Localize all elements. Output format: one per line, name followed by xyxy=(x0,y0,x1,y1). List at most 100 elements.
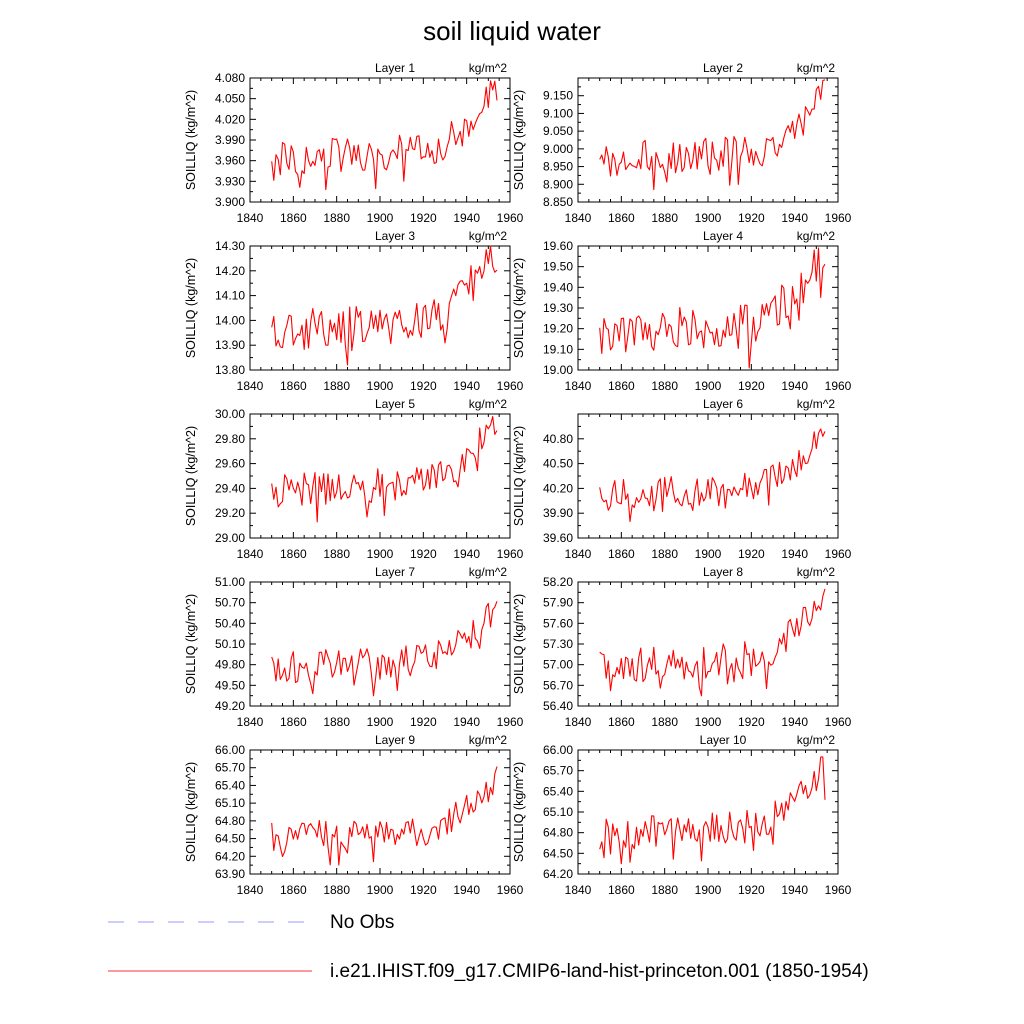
panel-layer-2: 1840 1860 1880 1900 1920 1940 1960 8.850 8.900 8.… xyxy=(512,61,852,225)
plot-frame xyxy=(249,749,511,875)
y-tick-label: 3.990 xyxy=(215,133,245,147)
y-tick-label: 65.70 xyxy=(543,764,573,778)
x-tick-label: 1900 xyxy=(695,211,722,225)
plot-frame xyxy=(249,413,511,539)
x-tick-label: 1880 xyxy=(651,379,678,393)
x-tick-label: 1880 xyxy=(323,211,350,225)
panel-title: Layer 1 xyxy=(375,61,415,75)
x-tick-label: 1840 xyxy=(237,547,264,561)
x-tick-label: 1880 xyxy=(651,211,678,225)
y-tick-label: 65.70 xyxy=(215,761,245,775)
y-tick-label: 57.60 xyxy=(543,616,573,630)
panel-title: Layer 6 xyxy=(703,397,743,411)
y-axis-label: SOILLIQ (kg/m^2) xyxy=(184,594,198,694)
x-tick-label: 1860 xyxy=(280,211,307,225)
legend-label-no-obs: No Obs xyxy=(330,912,394,933)
plot-frame xyxy=(577,581,839,707)
x-tick-label: 1920 xyxy=(738,211,765,225)
y-tick-label: 64.80 xyxy=(215,814,245,828)
y-tick-label: 39.90 xyxy=(543,506,573,520)
panel-units: kg/m^2 xyxy=(469,229,508,243)
y-tick-label: 8.900 xyxy=(543,177,573,191)
panels-grid: 1840 1860 1880 1900 1920 1940 1960 3.900 3.930 3.… xyxy=(184,61,852,897)
x-tick-label: 1960 xyxy=(497,715,524,729)
x-tick-label: 1860 xyxy=(280,715,307,729)
y-axis-label: SOILLIQ (kg/m^2) xyxy=(184,426,198,526)
y-tick-label: 29.60 xyxy=(215,457,245,471)
y-tick-label: 39.60 xyxy=(543,531,573,545)
y-tick-label: 50.70 xyxy=(215,596,245,610)
x-tick-label: 1900 xyxy=(367,379,394,393)
legend-label-run: i.e21.IHIST.f09_g17.CMIP6-land-hist-prin… xyxy=(330,961,869,982)
x-tick-label: 1860 xyxy=(608,883,635,897)
x-tick-label: 1860 xyxy=(280,883,307,897)
x-tick-label: 1900 xyxy=(367,715,394,729)
y-tick-label: 3.960 xyxy=(215,154,245,168)
panel-title: Layer 10 xyxy=(700,733,747,747)
x-tick-label: 1840 xyxy=(565,547,592,561)
y-tick-label: 8.850 xyxy=(543,195,573,209)
x-tick-label: 1880 xyxy=(651,547,678,561)
x-tick-label: 1840 xyxy=(565,715,592,729)
x-tick-label: 1880 xyxy=(651,715,678,729)
y-tick-label: 19.40 xyxy=(543,280,573,294)
x-tick-label: 1960 xyxy=(497,547,524,561)
x-tick-label: 1900 xyxy=(367,547,394,561)
y-tick-label: 57.90 xyxy=(543,596,573,610)
y-tick-label: 30.00 xyxy=(215,407,245,421)
x-tick-label: 1860 xyxy=(280,379,307,393)
x-tick-label: 1840 xyxy=(237,211,264,225)
panel-layer-7: 1840 1860 1880 1900 1920 1940 1960 49.20 49.50 49… xyxy=(184,565,524,729)
y-tick-label: 29.40 xyxy=(215,481,245,495)
panel-layer-10: 1840 1860 1880 1900 1920 1940 1960 64.20 64.50 64… xyxy=(512,733,852,897)
y-tick-label: 64.50 xyxy=(543,846,573,860)
panel-units: kg/m^2 xyxy=(469,565,508,579)
y-tick-label: 50.40 xyxy=(215,616,245,630)
y-axis-label: SOILLIQ (kg/m^2) xyxy=(512,258,526,358)
panel-units: kg/m^2 xyxy=(797,61,836,75)
y-tick-label: 9.100 xyxy=(543,106,573,120)
y-tick-label: 29.20 xyxy=(215,506,245,520)
y-tick-label: 64.20 xyxy=(215,849,245,863)
y-tick-label: 4.080 xyxy=(215,71,245,85)
legend: No Obs i.e21.IHIST.f09_g17.CMIP6-land-hi… xyxy=(108,912,869,982)
x-tick-label: 1880 xyxy=(323,547,350,561)
series-line xyxy=(271,415,498,523)
x-tick-label: 1900 xyxy=(695,547,722,561)
x-tick-label: 1960 xyxy=(825,883,852,897)
panel-layer-5: 1840 1860 1880 1900 1920 1940 1960 29.00 29.20 29… xyxy=(184,397,524,561)
series-line xyxy=(271,245,498,366)
x-tick-label: 1940 xyxy=(781,211,808,225)
y-tick-label: 19.10 xyxy=(543,342,573,356)
y-tick-label: 40.20 xyxy=(543,481,573,495)
y-tick-label: 3.930 xyxy=(215,174,245,188)
x-tick-label: 1960 xyxy=(497,211,524,225)
x-tick-label: 1920 xyxy=(738,883,765,897)
plot-frame xyxy=(249,245,511,371)
panel-units: kg/m^2 xyxy=(797,229,836,243)
y-axis-label: SOILLIQ (kg/m^2) xyxy=(512,762,526,862)
x-tick-label: 1920 xyxy=(738,547,765,561)
y-tick-label: 63.90 xyxy=(215,867,245,881)
x-tick-label: 1840 xyxy=(237,715,264,729)
panel-layer-8: 1840 1860 1880 1900 1920 1940 1960 56.40 56.70 57… xyxy=(512,565,852,729)
series-line xyxy=(271,80,498,191)
y-tick-label: 29.80 xyxy=(215,432,245,446)
x-tick-label: 1960 xyxy=(825,715,852,729)
panel-units: kg/m^2 xyxy=(797,397,836,411)
y-tick-label: 65.10 xyxy=(543,805,573,819)
y-tick-label: 49.20 xyxy=(215,699,245,713)
plot-frame xyxy=(577,77,839,203)
x-tick-label: 1940 xyxy=(781,715,808,729)
series-line xyxy=(599,79,826,191)
x-tick-label: 1920 xyxy=(410,379,437,393)
series-line xyxy=(599,756,826,865)
y-tick-label: 9.000 xyxy=(543,142,573,156)
y-tick-label: 65.40 xyxy=(543,784,573,798)
series-line xyxy=(271,601,498,697)
x-tick-label: 1940 xyxy=(453,547,480,561)
x-tick-label: 1860 xyxy=(280,547,307,561)
x-tick-label: 1920 xyxy=(410,883,437,897)
y-tick-label: 64.20 xyxy=(543,867,573,881)
